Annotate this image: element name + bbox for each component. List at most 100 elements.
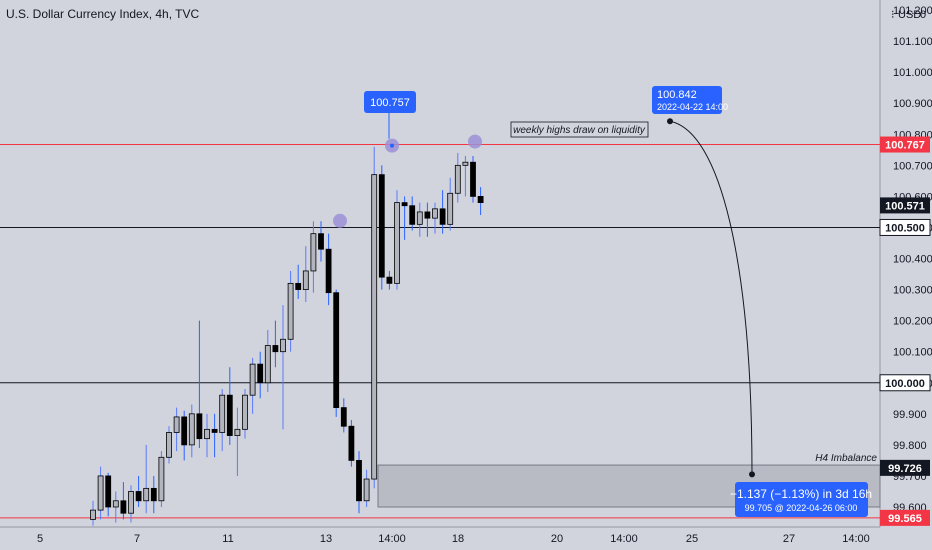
candle-body	[394, 202, 400, 284]
x-tick-label: 27	[783, 533, 795, 545]
candle-body	[112, 500, 119, 508]
candle-body	[166, 432, 172, 458]
candle-body	[219, 394, 226, 433]
candle-body	[181, 416, 188, 446]
level-price-tag-label: 100.000	[885, 378, 925, 390]
current-price-tag-label: 99.726	[888, 463, 922, 475]
candle-body	[477, 195, 484, 204]
candle-body	[128, 491, 134, 514]
high-point-dot	[390, 143, 394, 148]
candle-body	[234, 428, 241, 436]
current-price-tag-label: 100.571	[885, 200, 925, 212]
candle-body	[287, 282, 294, 340]
candle-body	[211, 428, 218, 433]
candle-body	[310, 233, 317, 272]
y-tick-label: 99.900	[893, 409, 927, 421]
x-tick-label: 14:00	[610, 533, 638, 545]
measure-callout-box[interactable]	[735, 482, 868, 517]
y-tick-label: 101.100	[893, 36, 932, 48]
projection-arc	[669, 120, 753, 475]
candle-body	[226, 394, 233, 436]
candle-body	[242, 394, 248, 430]
imbalance-label: H4 Imbalance	[815, 453, 877, 464]
candle-body	[158, 456, 165, 502]
x-tick-label: 20	[551, 533, 563, 545]
y-tick-label: 101.000	[893, 67, 932, 79]
current-price-tag	[880, 197, 930, 214]
annotations: 100.757 weekly highs draw on liquidity 100…	[333, 86, 872, 517]
currency-label: USD	[898, 9, 921, 21]
time-axis: 5 7 11 13 14:00 18 20 14:00 25 27 14:00	[37, 533, 870, 545]
high-callout-box[interactable]	[364, 91, 416, 113]
x-tick-label: 14:00	[842, 533, 870, 545]
x-tick-label: 5	[37, 533, 43, 545]
level-price-tag-label: 100.767	[885, 140, 925, 152]
swing-high-marker[interactable]	[468, 134, 482, 149]
candle-body	[135, 491, 142, 502]
candle-body	[325, 248, 332, 294]
candle-body	[143, 487, 150, 502]
level-price-tag	[879, 374, 931, 392]
target-callout-box[interactable]	[652, 86, 722, 114]
x-tick-label: 18	[452, 533, 464, 545]
target-callout-date: 2022-04-22 14:00	[657, 102, 728, 112]
candle-body	[188, 413, 195, 446]
candle-body	[204, 428, 210, 440]
candle-body	[409, 205, 416, 225]
price-axis: 99.60099.70099.80099.900100.000100.10010…	[879, 5, 932, 526]
candle-body	[272, 345, 279, 353]
note-box[interactable]	[510, 121, 649, 138]
candle-body	[401, 202, 408, 207]
candle-body	[318, 233, 324, 250]
candle-body	[378, 174, 385, 278]
candle-body	[264, 345, 271, 384]
candle-body	[97, 475, 104, 511]
candle-body	[249, 363, 256, 396]
candle-body	[302, 270, 309, 290]
currency-value: 0	[920, 9, 926, 21]
swing-high-marker[interactable]	[333, 213, 347, 228]
candle-body	[173, 416, 180, 433]
candle-body	[424, 211, 431, 219]
y-tick-label: 101.200	[893, 5, 932, 17]
high-callout-label: 100.757	[370, 97, 410, 109]
candle-body	[356, 460, 362, 502]
candle-body	[454, 164, 461, 194]
candle-body	[120, 500, 127, 514]
candle-body	[196, 413, 203, 440]
y-tick-label: 100.300	[893, 285, 932, 297]
y-tick-label: 100.700	[893, 160, 932, 172]
y-tick-label: 100.200	[893, 316, 932, 328]
candle-body	[150, 487, 157, 502]
measure-callout-price: 99.705 @ 2022-04-26 06:00	[745, 503, 858, 513]
current-price-tag	[880, 459, 930, 476]
candle-body	[470, 161, 476, 197]
measure-callout-change: −1.137 (−1.13%) in 3d 16h	[730, 487, 872, 501]
time-axis-background	[0, 527, 880, 550]
note-text: weekly highs draw on liquidity	[513, 125, 646, 136]
level-price-tag	[880, 136, 930, 153]
x-tick-label: 11	[222, 533, 233, 545]
candle-body	[90, 509, 96, 520]
candle-body	[432, 208, 438, 219]
candle-body	[280, 338, 286, 353]
candle-body	[348, 425, 355, 461]
price-axis-background	[880, 0, 932, 550]
candle-body	[386, 276, 393, 284]
candle-body	[295, 282, 302, 290]
x-tick-label: 14:00	[378, 533, 406, 545]
measure-point	[749, 471, 755, 478]
candle-body	[363, 478, 370, 502]
y-tick-label: 100.900	[893, 98, 932, 110]
y-tick-label: 99.800	[893, 440, 927, 452]
candle-body	[333, 292, 340, 409]
chart-title: U.S. Dollar Currency Index, 4h, TVC	[6, 7, 200, 21]
candle-body	[439, 208, 446, 225]
level-price-tag	[879, 218, 931, 236]
level-price-tag-label: 100.500	[885, 222, 925, 234]
level-price-tag-label: 99.565	[888, 513, 922, 525]
y-tick-label: 100.400	[893, 254, 932, 266]
horizontal-levels	[0, 144, 880, 519]
